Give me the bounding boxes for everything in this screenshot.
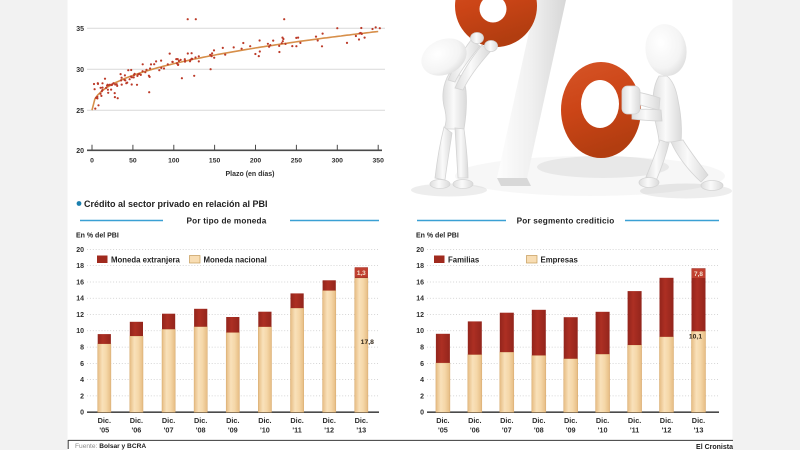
svg-text:'06: '06	[470, 426, 480, 435]
svg-text:50: 50	[129, 158, 137, 165]
svg-text:Dic.: Dic.	[436, 416, 449, 425]
svg-text:18: 18	[416, 263, 424, 270]
svg-text:Dic.: Dic.	[692, 416, 705, 425]
svg-text:'13: '13	[694, 426, 704, 435]
svg-text:2: 2	[420, 393, 424, 400]
svg-text:'06: '06	[131, 426, 141, 435]
svg-text:Dic.: Dic.	[532, 416, 545, 425]
svg-text:14: 14	[416, 296, 424, 303]
svg-text:Dic.: Dic.	[323, 416, 336, 425]
svg-text:250: 250	[291, 158, 303, 165]
svg-text:'11: '11	[292, 426, 301, 435]
svg-text:6: 6	[80, 361, 84, 368]
svg-text:100: 100	[168, 158, 180, 165]
svg-text:10,1: 10,1	[689, 334, 702, 341]
svg-text:200: 200	[250, 158, 262, 165]
svg-text:Familias: Familias	[448, 256, 480, 265]
svg-text:Dic.: Dic.	[660, 416, 673, 425]
svg-text:'10: '10	[598, 426, 608, 435]
svg-text:20: 20	[76, 247, 84, 254]
svg-text:'08: '08	[534, 426, 544, 435]
svg-text:6: 6	[420, 361, 424, 368]
svg-text:Dic.: Dic.	[226, 416, 239, 425]
svg-text:35: 35	[76, 26, 84, 33]
svg-text:'05: '05	[99, 426, 109, 435]
svg-text:'12: '12	[324, 426, 334, 435]
svg-text:Dic.: Dic.	[500, 416, 513, 425]
svg-text:'10: '10	[260, 426, 270, 435]
svg-text:El Cronista: El Cronista	[696, 444, 733, 450]
svg-text:Por tipo de moneda: Por tipo de moneda	[186, 217, 266, 226]
svg-text:Dic.: Dic.	[258, 416, 271, 425]
svg-text:Moneda extranjera: Moneda extranjera	[111, 256, 181, 265]
svg-text:En % del PBI: En % del PBI	[76, 233, 119, 240]
svg-text:0: 0	[420, 410, 424, 417]
svg-text:4: 4	[420, 377, 424, 384]
svg-text:4: 4	[80, 377, 84, 384]
svg-text:0: 0	[90, 158, 94, 165]
svg-text:Por segmento crediticio: Por segmento crediticio	[517, 217, 615, 226]
svg-text:8: 8	[80, 345, 84, 352]
svg-text:2: 2	[80, 393, 84, 400]
svg-text:Fuente: Bolsar y BCRA: Fuente: Bolsar y BCRA	[75, 443, 146, 450]
svg-text:10: 10	[416, 328, 424, 335]
svg-text:Dic.: Dic.	[130, 416, 143, 425]
svg-text:'11: '11	[630, 426, 639, 435]
svg-text:Crédito al sector privado en r: Crédito al sector privado en relación al…	[84, 199, 268, 209]
svg-text:18: 18	[76, 263, 84, 270]
svg-text:25: 25	[76, 108, 84, 115]
svg-text:'09: '09	[228, 426, 238, 435]
svg-text:350: 350	[373, 158, 385, 165]
svg-text:'08: '08	[196, 426, 206, 435]
svg-text:Dic.: Dic.	[628, 416, 641, 425]
svg-text:Plazo (en días): Plazo (en días)	[225, 171, 274, 178]
svg-text:7,8: 7,8	[694, 271, 703, 278]
svg-text:Empresas: Empresas	[541, 256, 579, 265]
svg-text:20: 20	[76, 148, 84, 155]
svg-text:14: 14	[76, 296, 84, 303]
svg-text:En % del PBI: En % del PBI	[416, 233, 459, 240]
svg-text:Dic.: Dic.	[596, 416, 609, 425]
svg-text:300: 300	[332, 158, 344, 165]
svg-text:16: 16	[76, 279, 84, 286]
svg-text:150: 150	[209, 158, 221, 165]
svg-text:Dic.: Dic.	[194, 416, 207, 425]
svg-text:30: 30	[76, 67, 84, 74]
svg-text:16: 16	[416, 279, 424, 286]
svg-text:'12: '12	[662, 426, 672, 435]
svg-text:0: 0	[80, 410, 84, 417]
svg-text:20: 20	[416, 247, 424, 254]
svg-text:12: 12	[416, 312, 424, 319]
svg-text:Dic.: Dic.	[98, 416, 111, 425]
svg-text:8: 8	[420, 345, 424, 352]
svg-text:'07: '07	[164, 426, 174, 435]
svg-text:Dic.: Dic.	[355, 416, 368, 425]
svg-text:'07: '07	[502, 426, 512, 435]
svg-text:Dic.: Dic.	[162, 416, 175, 425]
svg-text:Dic.: Dic.	[290, 416, 303, 425]
svg-text:12: 12	[76, 312, 84, 319]
svg-text:Dic.: Dic.	[468, 416, 481, 425]
svg-text:Dic.: Dic.	[564, 416, 577, 425]
svg-text:17,8: 17,8	[361, 339, 374, 346]
svg-text:'13: '13	[356, 426, 366, 435]
svg-text:Moneda nacional: Moneda nacional	[204, 256, 267, 265]
svg-text:'09: '09	[566, 426, 576, 435]
svg-text:'05: '05	[438, 426, 448, 435]
svg-text:1,3: 1,3	[357, 270, 366, 277]
svg-text:10: 10	[76, 328, 84, 335]
